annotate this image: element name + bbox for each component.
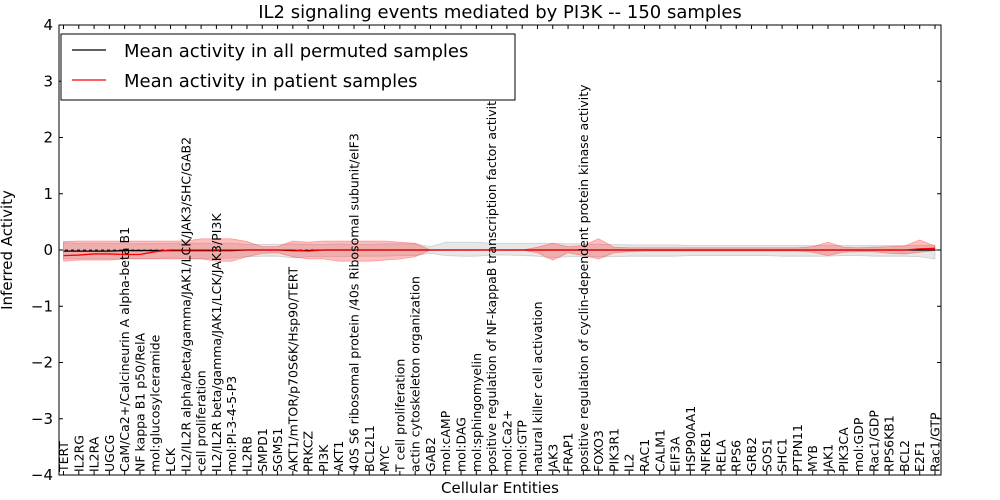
x-tick-label: JAK3 [545,444,560,473]
line-patient [63,247,936,257]
x-tick-label: actin cytoskeleton organization [408,276,423,472]
x-tick-label: SMPD1 [255,428,270,472]
x-tick-label: TERT [56,441,71,473]
x-tick-label: mol:Ca2+ [499,410,514,472]
x-tick-label: GRB2 [744,437,759,472]
x-axis-label: Cellular Entities [441,479,559,497]
y-tick-label: −4 [31,466,53,484]
x-tick-label: mol:GDP [851,417,866,472]
x-tick-label: mol:glucosylceramide [148,334,163,472]
x-tick-label: PIK3CA [836,427,851,472]
x-tick-label: IL2RB [239,436,254,472]
x-tick-label: JAK1 [820,444,835,473]
x-tick-label: NFKB1 [698,431,713,472]
legend-frame [60,33,516,101]
x-tick-label: RPS6KB1 [882,415,897,472]
x-tick-label: FRAP1 [561,433,576,472]
x-tick-label: mol:GTP [515,420,530,472]
x-tick-label: Rac1/GTP [928,412,943,472]
x-tick-label: cell proliferation [194,370,209,472]
x-tick-label: PRKCZ [301,431,316,472]
x-tick-label: CALM1 [652,429,667,472]
x-tick-label: SHC1 [775,438,790,472]
x-tick-label: Rac1/GDP [866,410,881,472]
y-tick-label: 0 [43,241,53,259]
x-tick-label: AKT1 [331,441,346,472]
y-tick-label: 1 [43,185,53,203]
y-tick-label: 4 [43,16,53,34]
x-tick-label: BCL2L1 [362,425,377,472]
x-tick-label: E2F1 [912,441,927,472]
chart-title: IL2 signaling events mediated by PI3K --… [258,2,742,23]
x-tick-label: IL2/IL2R beta/gamma/JAK1/LCK/JAK3/PI3K [209,213,224,472]
x-tick-label: FOXO3 [591,430,606,472]
legend-label-patient: Mean activity in patient samples [124,71,418,92]
x-tick-label: natural killer cell activation [530,301,545,472]
x-tick-label: positive regulation of NF-kappaB transcr… [484,93,499,472]
x-tick-label: IL2 [622,453,637,472]
x-tick-label: PIK3R1 [606,428,621,472]
x-tick-label: RAC1 [637,439,652,472]
x-tick-label: BCL2 [897,440,912,472]
legend-label-permuted: Mean activity in all permuted samples [124,41,468,62]
x-tick-label: EIF3A [668,436,683,472]
x-tick-label: IL2RA [87,436,102,472]
x-tick-label: MYB [805,445,820,472]
plot-area [59,238,941,262]
x-tick-label: CaM/Ca2+/Calcineurin A alpha-beta B1 [117,227,132,472]
x-tick-label: mol:sphingomyelin [469,353,484,472]
x-tick-label: IL2RG [71,435,86,472]
x-tick-label: IL2/IL2R alpha/beta/gamma/JAK1/LCK/JAK3/… [178,137,193,472]
x-tick-label: 40S S6 ribosomal protein /40s Ribosomal … [347,133,362,472]
x-tick-label: LCK [163,447,178,472]
x-tick-label: PI3K [316,444,331,472]
x-axis: TERT IL2RG IL2RA UGCG CaM/Ca2+/Calcineurin A… [56,25,943,475]
y-tick-label: −2 [31,354,53,372]
x-tick-label: positive regulation of cyclin-dependent … [576,84,591,472]
x-tick-label: NF kappa B1 p50/RelA [132,332,147,472]
x-tick-label: mol:DAG [454,417,469,472]
y-tick-label: −3 [31,410,53,428]
legend: Mean activity in all permuted samples Me… [60,33,516,101]
x-tick-label: GAB2 [423,437,438,472]
y-tick-label: −1 [31,297,53,315]
x-tick-label: MYC [377,445,392,472]
x-tick-label: HSP90AA1 [683,406,698,472]
x-tick-label: RPS6 [729,440,744,472]
x-tick-label: AKT1/mTOR/p70S6K/Hsp90/TERT [285,266,300,472]
x-tick-label: T cell proliferation [392,359,407,473]
x-tick-label: SGMS1 [270,428,285,472]
x-tick-label: UGCG [102,435,117,472]
x-tick-label: mol:cAMP [438,410,453,472]
x-tick-label: mol:PI-3-4-5-P3 [224,376,239,472]
y-tick-label: 2 [43,129,53,147]
y-axis-label: Inferred Activity [0,190,16,310]
x-tick-label: SOS1 [759,438,774,472]
x-tick-label: RELA [713,439,728,472]
y-tick-label: 3 [43,72,53,90]
x-tick-label: PTPN11 [790,424,805,472]
